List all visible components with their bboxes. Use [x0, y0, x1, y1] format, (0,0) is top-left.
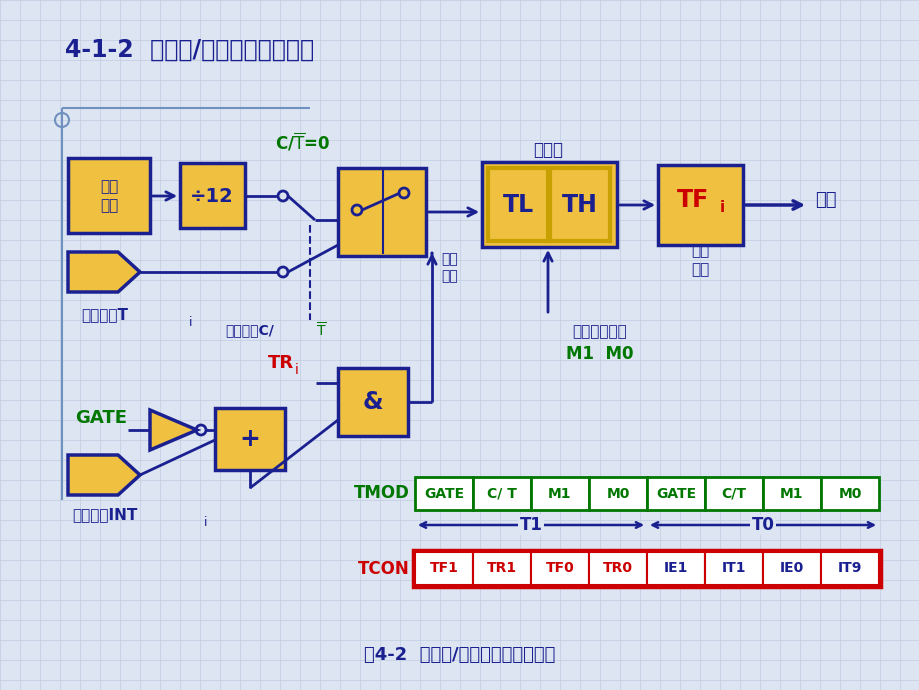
Text: TH: TH: [562, 193, 597, 217]
Bar: [762, 477, 820, 510]
Bar: [550, 168, 609, 241]
Text: C/$\overline{\rm T}$=0: C/$\overline{\rm T}$=0: [275, 131, 330, 153]
Bar: [588, 477, 646, 510]
Bar: [215, 408, 285, 470]
Text: M0: M0: [837, 486, 861, 500]
Text: M1: M1: [548, 486, 571, 500]
Text: IT9: IT9: [837, 562, 861, 575]
Text: M1  M0: M1 M0: [565, 345, 633, 363]
Text: C/T: C/T: [720, 486, 745, 500]
Text: M1: M1: [779, 486, 803, 500]
Text: i: i: [204, 515, 208, 529]
Text: GATE: GATE: [424, 486, 463, 500]
Text: TL: TL: [502, 193, 533, 217]
Text: 工作方式选择: 工作方式选择: [572, 324, 627, 339]
Bar: [820, 477, 878, 510]
Bar: [588, 552, 646, 585]
Text: 中断: 中断: [814, 191, 835, 209]
Text: 外部引脚INT: 外部引脚INT: [73, 508, 138, 522]
Text: C/ T: C/ T: [486, 486, 516, 500]
Text: 图4-2  定时器/计数器工作原理框图: 图4-2 定时器/计数器工作原理框图: [364, 646, 555, 664]
Bar: [68, 158, 150, 233]
Polygon shape: [150, 410, 197, 450]
Text: 启动
控制: 启动 控制: [441, 253, 458, 284]
Text: T0: T0: [751, 516, 774, 534]
Polygon shape: [68, 455, 140, 495]
Text: TMOD: TMOD: [354, 484, 410, 502]
Text: i: i: [188, 315, 192, 328]
Text: 溢出
标志: 溢出 标志: [690, 243, 709, 277]
Bar: [482, 162, 617, 247]
Text: M0: M0: [606, 486, 629, 500]
Text: IE0: IE0: [779, 562, 803, 575]
Text: GATE: GATE: [75, 409, 127, 427]
Bar: [530, 477, 588, 510]
Text: 外部引脚T: 外部引脚T: [82, 308, 129, 322]
Bar: [180, 163, 244, 228]
Bar: [487, 168, 548, 241]
Text: &: &: [362, 390, 383, 414]
Text: GATE: GATE: [655, 486, 696, 500]
Text: TR0: TR0: [602, 562, 632, 575]
Text: TR1: TR1: [486, 562, 516, 575]
Text: ÷12: ÷12: [190, 186, 233, 206]
Text: 计数器: 计数器: [532, 141, 562, 159]
Bar: [337, 368, 407, 436]
Text: 4-1-2  定时器/计数器的工作原理: 4-1-2 定时器/计数器的工作原理: [65, 38, 313, 62]
Polygon shape: [68, 252, 140, 292]
Text: $\overline{\rm T}$: $\overline{\rm T}$: [315, 321, 326, 339]
Bar: [530, 552, 588, 585]
Text: IT1: IT1: [721, 562, 745, 575]
Text: TR: TR: [267, 354, 294, 372]
Bar: [820, 552, 878, 585]
Text: 模式控制C/: 模式控制C/: [225, 323, 274, 337]
Text: TF: TF: [676, 188, 709, 212]
Bar: [414, 552, 472, 585]
Text: +: +: [239, 427, 260, 451]
Bar: [472, 552, 530, 585]
Text: TF0: TF0: [545, 562, 573, 575]
Bar: [704, 552, 762, 585]
Text: IE1: IE1: [664, 562, 687, 575]
Text: i: i: [719, 201, 724, 215]
Text: TF1: TF1: [429, 562, 458, 575]
Text: i: i: [295, 363, 299, 377]
Bar: [762, 552, 820, 585]
Bar: [472, 477, 530, 510]
Bar: [704, 477, 762, 510]
Bar: [657, 165, 743, 245]
Bar: [414, 477, 472, 510]
Bar: [413, 550, 880, 587]
Bar: [646, 552, 704, 585]
Text: T1: T1: [519, 516, 542, 534]
Text: TCON: TCON: [357, 560, 410, 578]
Bar: [646, 477, 704, 510]
Bar: [337, 168, 425, 256]
Text: 系统
时钟: 系统 时钟: [100, 179, 118, 213]
